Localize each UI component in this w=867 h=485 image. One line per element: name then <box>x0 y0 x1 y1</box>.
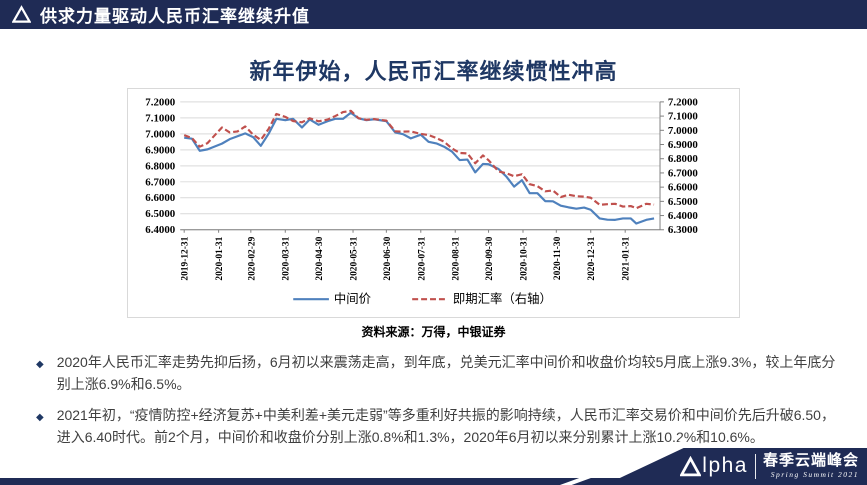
svg-text:2020-06-30: 2020-06-30 <box>383 236 393 280</box>
svg-text:2019-12-31: 2019-12-31 <box>181 236 191 280</box>
list-item: ◆ 2020年人民币汇率走势先抑后扬，6月初以来震荡走高，到年底，兑美元汇率中间… <box>36 352 848 395</box>
svg-text:6.9000: 6.9000 <box>145 144 176 156</box>
svg-text:2020-03-31: 2020-03-31 <box>282 236 292 280</box>
alpha-logo-icon <box>12 5 31 23</box>
svg-text:6.7000: 6.7000 <box>668 167 699 179</box>
top-bar: 供求力量驱动人民币汇率继续升值 <box>0 0 867 29</box>
footer-logo-block: lpha 春季云端峰会 Spring Summit 2021 <box>680 449 859 483</box>
svg-text:6.5000: 6.5000 <box>145 208 176 220</box>
svg-text:7.1000: 7.1000 <box>145 112 176 124</box>
brand-text: lpha <box>702 454 748 477</box>
svg-text:7.2000: 7.2000 <box>668 96 699 108</box>
svg-text:6.4000: 6.4000 <box>145 224 176 236</box>
svg-text:6.6000: 6.6000 <box>668 182 699 194</box>
svg-text:2020-09-30: 2020-09-30 <box>485 236 495 280</box>
svg-text:6.6000: 6.6000 <box>145 192 176 204</box>
event-name-cn: 春季云端峰会 <box>762 452 859 470</box>
svg-text:2020-07-31: 2020-07-31 <box>417 236 427 280</box>
bullet-text-2021: 2021年初，“疫情防控+经济复苏+中美利差+美元走弱”等多重利好共振的影响持续… <box>56 407 835 446</box>
svg-text:2020-04-30: 2020-04-30 <box>315 236 325 280</box>
svg-text:6.3000: 6.3000 <box>668 224 699 236</box>
svg-text:2020-10-31: 2020-10-31 <box>519 236 529 280</box>
page-title: 新年伊始，人民币汇率继续惯性冲高 <box>249 59 618 84</box>
svg-text:7.1000: 7.1000 <box>668 111 699 123</box>
diamond-bullet-icon: ◆ <box>36 412 44 424</box>
event-name: 春季云端峰会 Spring Summit 2021 <box>763 453 859 479</box>
diamond-bullet-icon: ◆ <box>36 359 44 370</box>
svg-text:7.2000: 7.2000 <box>145 96 176 108</box>
footer-divider <box>754 453 756 479</box>
svg-text:6.8000: 6.8000 <box>145 160 176 172</box>
footer-strip <box>0 478 867 485</box>
svg-text:6.8000: 6.8000 <box>668 153 699 165</box>
commentary-list: ◆ 2020年人民币汇率走势先抑后扬，6月初以来震荡走高，到年底，兑美元汇率中间… <box>36 352 848 459</box>
svg-text:6.9000: 6.9000 <box>668 139 699 151</box>
svg-text:2021-01-31: 2021-01-31 <box>622 236 632 280</box>
alpha-brand: lpha <box>680 455 748 477</box>
svg-text:2020-02-29: 2020-02-29 <box>247 236 257 280</box>
svg-text:即期汇率（右轴）: 即期汇率（右轴） <box>453 291 552 306</box>
svg-text:2020-12-31: 2020-12-31 <box>587 236 597 280</box>
alpha-logo-icon <box>680 456 702 477</box>
event-name-en: Spring Summit 2021 <box>770 469 859 479</box>
svg-text:6.5000: 6.5000 <box>668 196 699 208</box>
svg-text:6.4000: 6.4000 <box>668 210 699 222</box>
svg-text:2020-05-31: 2020-05-31 <box>350 236 360 280</box>
svg-text:2020-11-30: 2020-11-30 <box>553 236 563 280</box>
svg-text:2020-01-31: 2020-01-31 <box>215 236 225 280</box>
chart-container: 7.2000 7.1000 7.0000 6.9000 6.8000 6.7000 6.60… <box>127 88 740 318</box>
exchange-rate-chart: 7.2000 7.1000 7.0000 6.9000 6.8000 6.7000 6.60… <box>145 96 699 306</box>
list-item: ◆ 2021年初，“疫情防控+经济复苏+中美利差+美元走弱”等多重利好共振的影响… <box>36 405 848 448</box>
svg-text:7.0000: 7.0000 <box>145 128 176 140</box>
bullet-text-2020: 2020年人民币汇率走势先抑后扬，6月初以来震荡走高，到年底，兑美元汇率中间价和… <box>56 354 836 392</box>
slide-header-title: 供求力量驱动人民币汇率继续升值 <box>40 7 310 26</box>
svg-text:6.7000: 6.7000 <box>145 176 176 188</box>
svg-text:中间价: 中间价 <box>334 291 371 306</box>
data-source-note: 资料来源：万得，中银证券 <box>361 325 506 339</box>
svg-text:7.0000: 7.0000 <box>668 125 699 137</box>
svg-text:2020-08-31: 2020-08-31 <box>452 236 462 280</box>
